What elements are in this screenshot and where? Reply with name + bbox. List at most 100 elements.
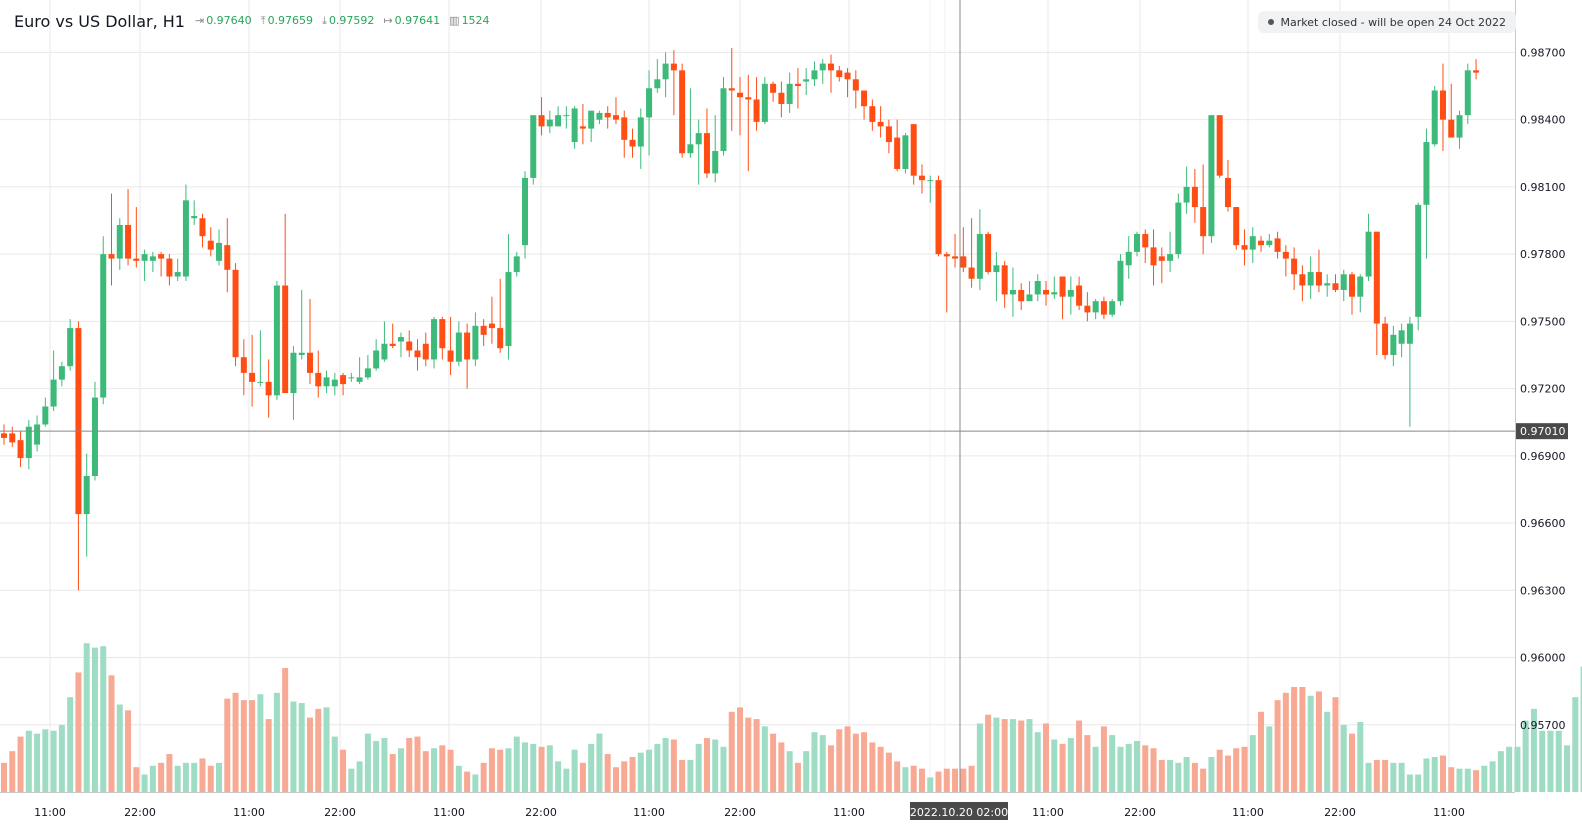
x-tick-label: 11:00 <box>1032 806 1064 819</box>
candle-body <box>1125 251 1132 266</box>
volume-bar <box>637 752 644 792</box>
candle-body <box>885 126 892 143</box>
candle-body <box>530 115 537 178</box>
candle-body <box>488 323 495 329</box>
candle-body <box>207 240 214 250</box>
candle <box>538 97 545 136</box>
candle-body <box>828 63 834 71</box>
volume-bar <box>1332 697 1339 792</box>
candle <box>174 258 181 282</box>
candle-body <box>25 426 32 459</box>
volume-bar <box>968 765 975 792</box>
candle-body <box>1340 274 1347 290</box>
x-tick-label: 22:00 <box>124 806 156 819</box>
candle <box>588 110 595 143</box>
candle <box>728 47 735 131</box>
candle-body <box>1018 289 1025 302</box>
volume-bar <box>1100 726 1107 792</box>
candle <box>224 218 231 293</box>
candle-body <box>654 79 661 89</box>
volume-bar <box>1266 726 1273 792</box>
volume-bar <box>464 771 471 792</box>
volume-bar <box>1133 740 1140 792</box>
candle-body <box>331 379 338 387</box>
candle-body <box>1415 204 1422 317</box>
candle <box>249 334 256 407</box>
candle-body <box>174 272 181 277</box>
volume-bar <box>629 757 636 792</box>
candle-body <box>563 115 570 117</box>
candle-body <box>1258 240 1265 246</box>
candle <box>488 296 495 344</box>
volume-bar <box>265 719 272 792</box>
candle-body <box>257 381 264 383</box>
candle-body <box>604 112 611 118</box>
candle <box>1109 298 1116 317</box>
volume-bar <box>695 743 702 792</box>
candle-body <box>116 224 123 259</box>
candle <box>67 319 74 371</box>
volume-bar <box>422 751 429 792</box>
volume-bar <box>770 733 777 792</box>
candle <box>828 54 834 93</box>
candle-body <box>877 121 884 127</box>
volume-bar <box>488 748 495 792</box>
candle <box>513 251 520 277</box>
volume-bar <box>1249 735 1256 792</box>
volume-bar <box>174 765 181 792</box>
candle-body <box>414 350 421 358</box>
volume-bar <box>927 777 934 792</box>
volume-bar <box>1216 749 1223 792</box>
volume-bar <box>315 708 322 792</box>
candle <box>158 251 165 277</box>
volume-bar <box>935 771 942 792</box>
volume-bar <box>1365 762 1372 792</box>
candle <box>306 298 313 385</box>
candle-body <box>75 328 82 515</box>
volume-bar <box>1324 711 1331 792</box>
candle-body <box>191 216 198 219</box>
candle-body <box>761 83 768 122</box>
volume-bar <box>1158 759 1165 792</box>
candle-body <box>968 267 975 279</box>
candle-body <box>1324 283 1331 286</box>
volume-bar <box>1530 708 1537 792</box>
candle <box>546 110 553 134</box>
candle-body <box>67 328 74 367</box>
x-tick-label: 22:00 <box>1324 806 1356 819</box>
candle-body <box>480 325 487 335</box>
candle-body <box>728 88 735 91</box>
candle-body <box>612 115 619 120</box>
volume-bar <box>1191 762 1198 792</box>
candle <box>993 251 1000 302</box>
candle <box>687 88 694 158</box>
candle-body <box>737 92 744 98</box>
volume-bar <box>811 732 818 792</box>
volume-bar <box>1291 687 1298 792</box>
candle-body <box>1167 254 1174 261</box>
volume-bar <box>75 672 82 792</box>
candle <box>348 372 355 382</box>
candle-body <box>1241 245 1248 250</box>
volume-bar <box>348 768 355 792</box>
volume-bar <box>1183 757 1190 792</box>
volume-bar <box>182 762 189 792</box>
candle-body <box>852 79 859 91</box>
candle-body <box>133 258 140 261</box>
candle <box>695 119 702 185</box>
candle-body <box>1423 142 1430 205</box>
candle <box>1299 265 1306 302</box>
volume-bar <box>323 707 330 792</box>
volume-bar <box>712 739 719 792</box>
candle-body <box>976 233 983 279</box>
candle <box>703 108 710 178</box>
candle-body <box>1142 233 1149 248</box>
candle-body <box>546 119 553 127</box>
volume-bar <box>1224 755 1231 792</box>
candle-body <box>646 88 653 118</box>
candle <box>1158 247 1165 284</box>
candlestick-series <box>1 47 1480 591</box>
volume-bar <box>1580 666 1582 792</box>
candle <box>563 106 570 129</box>
